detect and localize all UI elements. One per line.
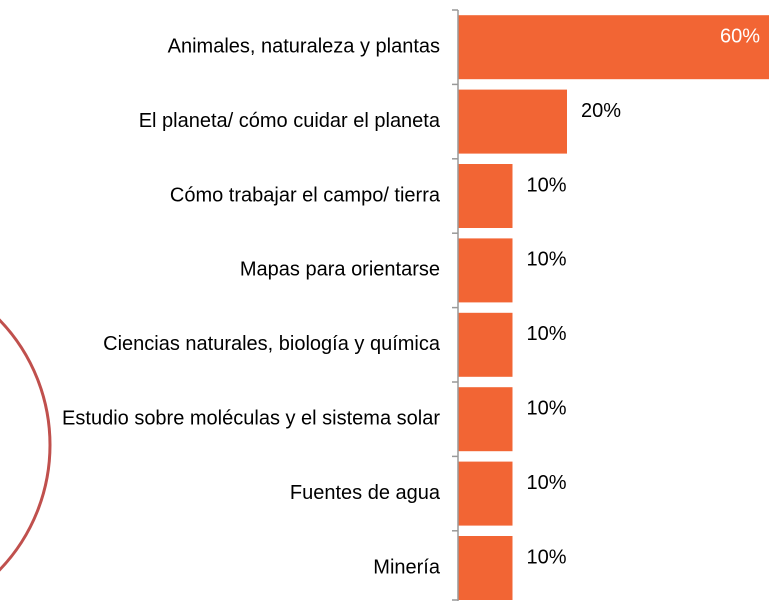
- value-label: 10%: [527, 249, 567, 271]
- value-label: 10%: [527, 174, 567, 196]
- category-label: Mapas para orientarse: [240, 259, 440, 281]
- bar: [458, 461, 513, 526]
- category-label: El planeta/ cómo cuidar el planeta: [139, 110, 441, 132]
- category-label: Ciencias naturales, biología y química: [103, 333, 441, 355]
- category-label: Cómo trabajar el campo/ tierra: [170, 184, 441, 206]
- category-label: Animales, naturaleza y plantas: [168, 35, 440, 57]
- bar: [458, 164, 513, 228]
- category-label: Fuentes de agua: [290, 482, 441, 504]
- bar: [458, 238, 513, 303]
- bar: [458, 312, 513, 377]
- value-label: 10%: [527, 472, 567, 494]
- value-label: 10%: [527, 397, 567, 419]
- category-label: Minería: [373, 556, 441, 578]
- value-label: 10%: [527, 323, 567, 345]
- bar: [458, 15, 769, 80]
- highlight-circle: [0, 318, 52, 572]
- value-label: 20%: [581, 100, 621, 122]
- value-label: 10%: [527, 546, 567, 568]
- category-label: Estudio sobre moléculas y el sistema sol…: [62, 407, 440, 429]
- value-label: 60%: [720, 25, 760, 47]
- bar: [458, 387, 513, 452]
- bar: [458, 536, 513, 600]
- bar: [458, 89, 567, 154]
